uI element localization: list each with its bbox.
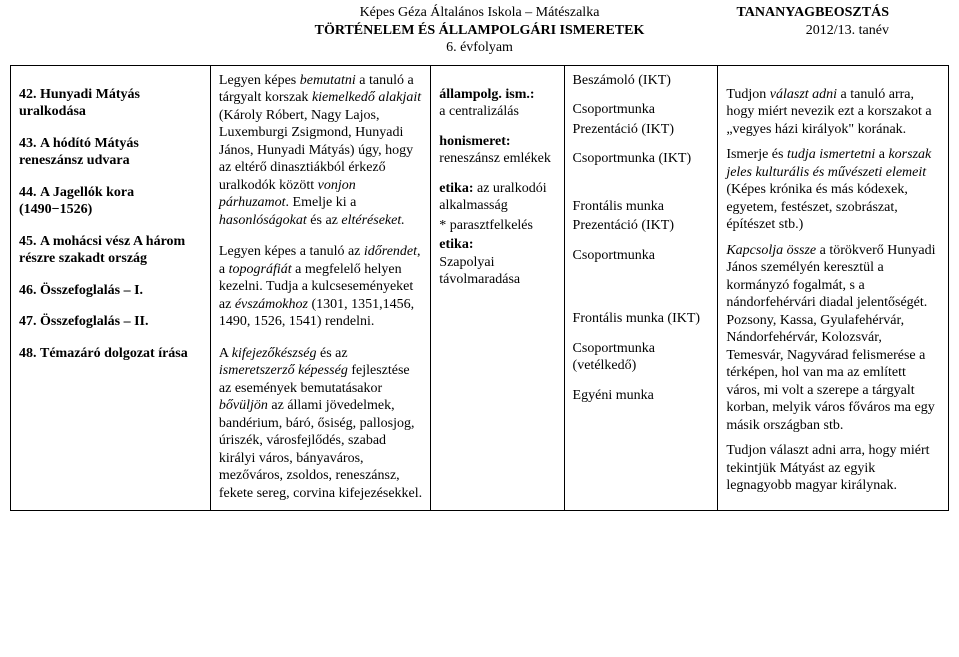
- outcomes-cell: Tudjon választ adni a tanuló arra, hogy …: [718, 65, 949, 511]
- value: Szapolyai távolmaradása: [439, 255, 520, 288]
- label: állampolg. ism.:: [439, 87, 534, 102]
- doc-type: TANANYAGBEOSZTÁS: [737, 5, 890, 20]
- connection-item: etika: Szapolyai távolmaradása: [439, 236, 555, 289]
- method-item: Csoportmunka: [573, 101, 710, 119]
- curriculum-table: 42. Hunyadi Mátyás uralkodása 43. A hódí…: [10, 65, 949, 512]
- topic-45: 45. A mohácsi vész A három részre szakad…: [19, 233, 202, 268]
- table-row: 42. Hunyadi Mátyás uralkodása 43. A hódí…: [11, 65, 949, 511]
- topic-title: Témazáró dolgozat írása: [40, 346, 188, 361]
- text-italic: bemutatni: [300, 73, 356, 88]
- connection-item: etika: az uralkodói alkalmasság: [439, 180, 555, 215]
- text-italic: bővüljön: [219, 398, 268, 413]
- topic-47: 47. Összefoglalás – II.: [19, 313, 202, 331]
- text-italic: hasonlóságokat: [219, 213, 307, 228]
- text: és az: [307, 213, 342, 228]
- text-italic: kifejezőkészség: [232, 346, 317, 361]
- method-item: Prezentáció (IKT): [573, 217, 710, 235]
- label: etika:: [439, 237, 473, 252]
- topic-title: A hódító Mátyás reneszánsz udvara: [19, 136, 139, 169]
- topic-42: 42. Hunyadi Mátyás uralkodása: [19, 86, 202, 121]
- page-header: Képes Géza Általános Iskola – Mátészalka…: [10, 4, 949, 57]
- text-italic: topográfiát: [229, 262, 292, 277]
- text-italic: ismeretszerző képesség: [219, 363, 348, 378]
- text: az állami jövedelmek, bandérium, báró, ő…: [219, 398, 422, 501]
- topics-cell: 42. Hunyadi Mátyás uralkodása 43. A hódí…: [11, 65, 211, 511]
- skill-paragraph: Legyen képes a tanuló az időrendet, a to…: [219, 243, 422, 331]
- text: a: [875, 147, 888, 162]
- topic-title: Összefoglalás – II.: [40, 314, 149, 329]
- method-item: Csoportmunka (vetélkedő): [573, 340, 710, 375]
- value: a centralizálás: [439, 104, 519, 119]
- topic-number: 42.: [19, 87, 37, 102]
- text: a törökverő Hunyadi János személyén kere…: [726, 243, 935, 433]
- text: Ismerje és: [726, 147, 787, 162]
- label: etika:: [439, 181, 473, 196]
- skills-cell: Legyen képes bemutatni a tanuló a tárgya…: [210, 65, 430, 511]
- text-italic: választ adni: [770, 87, 837, 102]
- outcome-paragraph: Ismerje és tudja ismertetni a korszak je…: [726, 146, 940, 234]
- value: * parasztfelkelés: [439, 218, 533, 233]
- grade-level: 6. évfolyam: [446, 40, 513, 55]
- text: . Emelje ki a: [286, 195, 357, 210]
- topic-title: Hunyadi Mátyás uralkodása: [19, 87, 140, 120]
- text: (Károly Róbert, Nagy Lajos, Luxemburgi Z…: [219, 108, 413, 193]
- document-page: Képes Géza Általános Iskola – Mátészalka…: [0, 0, 959, 521]
- connection-item: honismeret: reneszánsz emlékek: [439, 133, 555, 168]
- text-italic: évszámokhoz: [235, 297, 308, 312]
- outcome-paragraph: Tudjon választ adni arra, hogy miért tek…: [726, 442, 940, 495]
- text: A: [219, 346, 232, 361]
- skill-paragraph: Legyen képes bemutatni a tanuló a tárgya…: [219, 72, 422, 230]
- text: (Képes krónika és más kódexek, egyetem, …: [726, 182, 908, 232]
- method-item: Egyéni munka: [573, 387, 710, 405]
- topic-43: 43. A hódító Mátyás reneszánsz udvara: [19, 135, 202, 170]
- method-item: Prezentáció (IKT): [573, 121, 710, 139]
- topic-number: 48.: [19, 346, 37, 361]
- topic-number: 45.: [19, 234, 37, 249]
- method-item: Frontális munka (IKT): [573, 310, 710, 328]
- outcome-paragraph: Kapcsolja össze a törökverő Hunyadi Jáno…: [726, 242, 940, 435]
- topic-44: 44. A Jagellók kora (1490−1526): [19, 184, 202, 219]
- text: Legyen képes: [219, 73, 300, 88]
- topic-number: 43.: [19, 136, 37, 151]
- text: Tudjon: [726, 87, 769, 102]
- topic-title: Összefoglalás – I.: [40, 283, 143, 298]
- topic-number: 46.: [19, 283, 37, 298]
- outcome-paragraph: Tudjon választ adni a tanuló arra, hogy …: [726, 86, 940, 139]
- topic-number: 47.: [19, 314, 37, 329]
- text: Legyen képes a tanuló az: [219, 244, 364, 259]
- method-item: Frontális munka: [573, 198, 710, 216]
- text: és az: [316, 346, 347, 361]
- skill-paragraph: A kifejezőkészség és az ismeretszerző ké…: [219, 345, 422, 503]
- value: reneszánsz emlékek: [439, 151, 551, 166]
- topic-title: A mohácsi vész A három részre szakadt or…: [19, 234, 185, 267]
- text-italic: tudja ismertetni: [787, 147, 875, 162]
- connection-item: állampolg. ism.: a centralizálás: [439, 86, 555, 121]
- connection-item: * parasztfelkelés: [439, 217, 555, 235]
- topic-46: 46. Összefoglalás – I.: [19, 282, 202, 300]
- methods-cell: Beszámoló (IKT) Csoportmunka Prezentáció…: [564, 65, 718, 511]
- text-italic: kiemelkedő alakjait: [312, 90, 421, 105]
- topic-48: 48. Témazáró dolgozat írása: [19, 345, 202, 363]
- connections-cell: állampolg. ism.: a centralizálás honisme…: [431, 65, 564, 511]
- topic-number: 44.: [19, 185, 37, 200]
- text-italic: időrendet: [364, 244, 417, 259]
- school-name: Képes Géza Általános Iskola – Mátészalka: [360, 5, 600, 20]
- subject-title: TÖRTÉNELEM ÉS ÁLLAMPOLGÁRI ISMERETEK: [315, 23, 645, 38]
- method-item: Csoportmunka (IKT): [573, 150, 710, 168]
- method-item: Csoportmunka: [573, 247, 710, 265]
- text-italic: Kapcsolja össze: [726, 243, 816, 258]
- label: honismeret:: [439, 134, 510, 149]
- method-item: Beszámoló (IKT): [573, 72, 710, 90]
- text-italic: eltéréseket.: [341, 213, 404, 228]
- school-year: 2012/13. tanév: [806, 23, 889, 38]
- topic-title: A Jagellók kora (1490−1526): [19, 185, 134, 218]
